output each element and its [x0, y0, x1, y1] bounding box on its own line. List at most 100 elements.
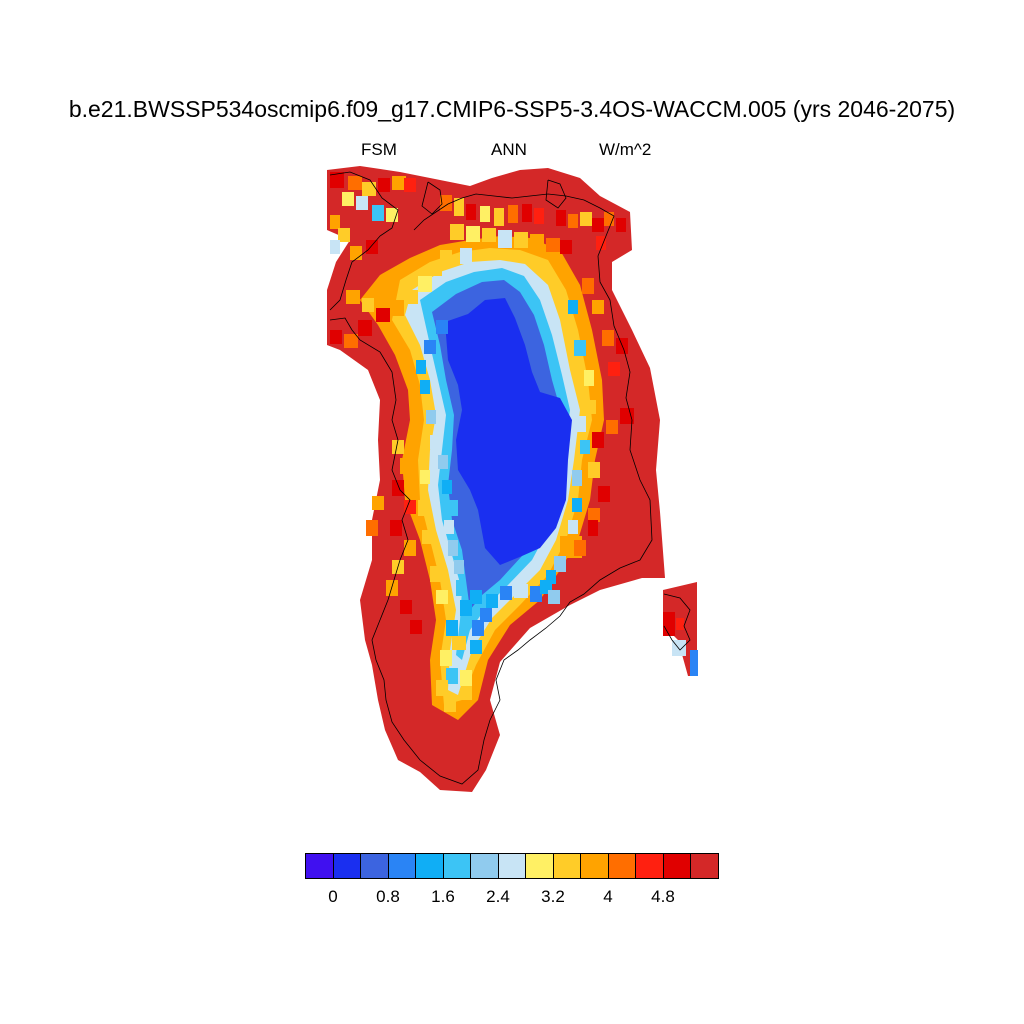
grid-cell — [530, 586, 542, 602]
grid-cell — [586, 400, 596, 414]
coastline-island-northeast — [545, 179, 567, 209]
colorbar-swatch — [526, 854, 554, 878]
grid-cell — [356, 196, 368, 210]
colorbar-tick-label: 4 — [603, 887, 613, 906]
grid-cell — [430, 435, 440, 449]
grid-cell — [608, 362, 620, 376]
grid-cell — [400, 458, 412, 474]
grid-cell — [404, 178, 416, 192]
grid-cell — [420, 380, 430, 394]
grid-cell — [582, 278, 594, 294]
grid-cell — [572, 470, 582, 486]
season-label: ANN — [491, 140, 527, 159]
grid-cell — [494, 208, 504, 226]
grid-cell — [372, 205, 384, 221]
grid-cell — [530, 234, 544, 248]
colorbar-swatch — [691, 854, 718, 878]
grid-cell — [422, 530, 434, 544]
grid-cell — [444, 520, 454, 534]
map-layer-cells — [330, 172, 698, 712]
colorbar — [305, 853, 719, 879]
units-label: W/m^2 — [599, 140, 652, 159]
grid-cell — [486, 594, 498, 608]
grid-cell — [568, 300, 578, 314]
grid-cell — [514, 232, 528, 248]
grid-cell — [436, 320, 448, 334]
grid-cell — [568, 214, 578, 228]
grid-cell — [418, 276, 432, 292]
grid-cell — [616, 218, 626, 232]
grid-cell — [663, 612, 675, 636]
grid-cell — [498, 230, 512, 248]
grid-cell — [416, 360, 426, 374]
grid-cell — [576, 416, 586, 432]
grid-cell — [436, 680, 448, 696]
grid-cell — [592, 218, 604, 232]
grid-cell — [522, 204, 532, 222]
colorbar-swatch — [306, 854, 334, 878]
grid-cell — [438, 455, 448, 469]
colorbar-tick-label: 3.2 — [541, 887, 565, 906]
grid-cell — [442, 480, 452, 494]
grid-cell — [378, 178, 390, 192]
grid-cell — [330, 330, 342, 344]
grid-cell — [690, 650, 698, 676]
colorbar-swatch — [636, 854, 664, 878]
grid-cell — [472, 620, 484, 636]
grid-cell — [444, 696, 456, 712]
grid-cell — [514, 584, 528, 598]
grid-cell — [466, 226, 480, 242]
coastline — [329, 171, 691, 785]
grid-cell — [358, 320, 372, 336]
grid-cell — [580, 440, 590, 454]
grid-cell — [588, 520, 598, 536]
grid-cell — [560, 240, 572, 254]
grid-cell — [548, 590, 560, 604]
grid-cell — [350, 246, 362, 260]
grid-cell — [604, 212, 614, 226]
coastline-iceland — [663, 593, 691, 651]
grid-cell — [554, 556, 566, 572]
grid-cell — [462, 686, 472, 700]
grid-cell — [588, 462, 600, 478]
grid-cell — [342, 192, 354, 206]
grid-cell — [500, 586, 512, 600]
colorbar-tick-label: 0.8 — [376, 887, 400, 906]
coastline-northwest — [329, 171, 399, 311]
grid-cell — [404, 540, 416, 556]
grid-cell — [346, 290, 360, 304]
colorbar-swatch — [663, 854, 692, 878]
coastline-greenland — [329, 193, 653, 785]
grid-cell — [446, 668, 458, 684]
grid-cell — [454, 560, 464, 574]
grid-cell — [546, 238, 560, 252]
grid-cell — [440, 250, 452, 264]
grid-cell — [448, 500, 458, 516]
grid-cell — [330, 172, 344, 188]
grid-cell — [410, 620, 422, 634]
grid-cell — [436, 590, 448, 604]
grid-cell — [430, 262, 442, 276]
grid-cell — [470, 590, 482, 604]
colorbar-swatch — [416, 854, 444, 878]
grid-cell — [366, 520, 378, 536]
grid-cell — [676, 618, 684, 630]
grid-cell — [440, 650, 452, 666]
grid-cell — [606, 420, 618, 434]
grid-cell — [480, 206, 490, 222]
colorbar-swatch — [471, 854, 499, 878]
grid-cell — [460, 248, 472, 264]
grid-cell — [534, 208, 544, 224]
colorbar-swatch — [608, 854, 637, 878]
grid-cell — [546, 570, 556, 584]
grid-cell — [418, 500, 428, 516]
colorbar-tick-label: 0 — [328, 887, 338, 906]
grid-cell — [470, 640, 482, 654]
grid-cell — [348, 176, 362, 190]
colorbar-swatch — [361, 854, 389, 878]
grid-cell — [372, 496, 384, 510]
grid-cell — [366, 240, 378, 254]
grid-cell — [420, 470, 430, 484]
grid-cell — [460, 600, 472, 616]
grid-cell — [480, 608, 492, 622]
